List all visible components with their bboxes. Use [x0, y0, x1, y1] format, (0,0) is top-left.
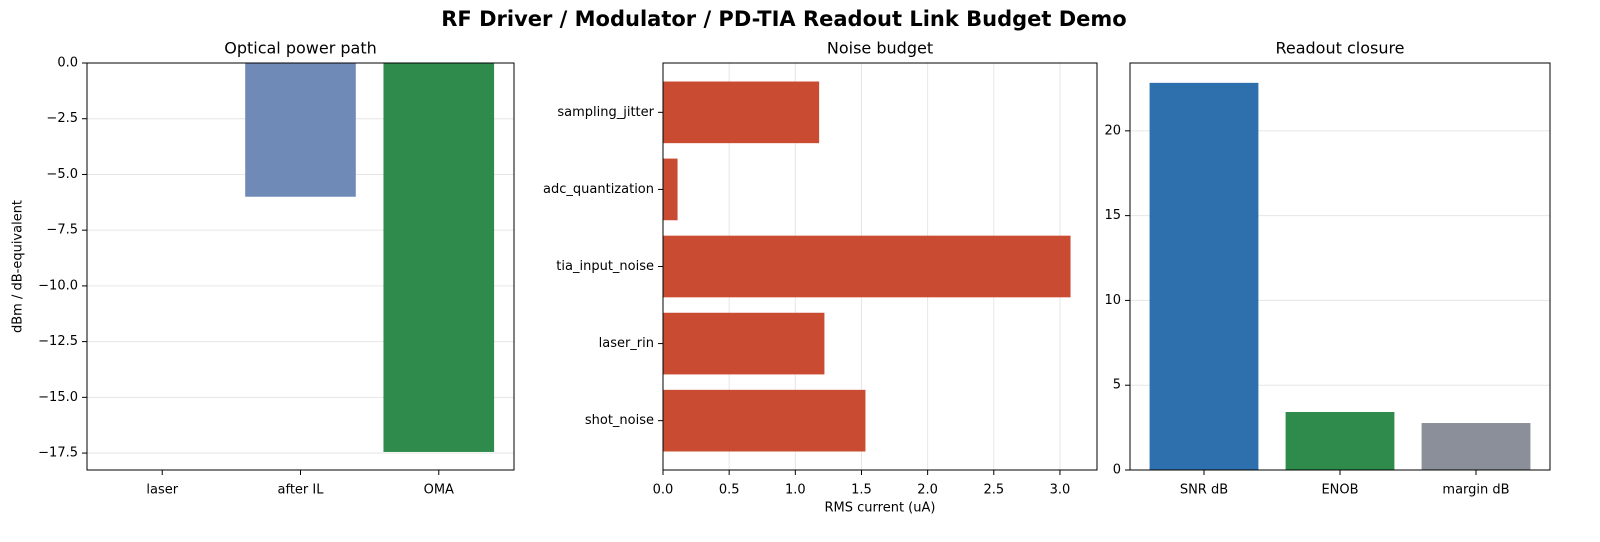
bar [663, 235, 1071, 298]
bar [663, 389, 866, 452]
y-tick-label: 0 [1113, 463, 1121, 478]
bar [1149, 82, 1259, 470]
x-tick-label: 1.5 [851, 483, 872, 498]
x-tick-label: ENOB [1321, 483, 1358, 498]
axes-title: Optical power path [224, 39, 377, 58]
y-tick-label: −12.5 [38, 334, 78, 349]
x-tick-label: 3.0 [1050, 483, 1071, 498]
axes-title: Noise budget [827, 39, 933, 58]
axes-frame [86, 62, 515, 471]
y-tick-label: −5.0 [46, 167, 78, 182]
y-tick-label: 5 [1113, 378, 1121, 393]
x-tick-label: margin dB [1442, 483, 1509, 498]
y-tick-label: −15.0 [38, 390, 78, 405]
y-axis-label: dBm / dB-equivalent [11, 200, 26, 333]
y-tick-label: 0.0 [57, 56, 78, 71]
x-tick-label: SNR dB [1180, 483, 1228, 498]
x-tick-label: 2.5 [983, 483, 1004, 498]
y-tick-label: 10 [1104, 293, 1121, 308]
y-tick-label: −10.0 [38, 278, 78, 293]
bar [1421, 423, 1531, 470]
x-tick-label: 0.0 [653, 483, 674, 498]
y-tick-label: tia_input_noise [556, 259, 654, 274]
bar [663, 81, 820, 144]
x-tick-label: 0.5 [719, 483, 740, 498]
y-tick-label: shot_noise [585, 413, 654, 428]
bar [1285, 412, 1395, 470]
x-tick-label: 2.0 [917, 483, 938, 498]
y-tick-label: 15 [1104, 208, 1121, 223]
y-tick-label: sampling_jitter [557, 105, 654, 120]
bar [383, 63, 495, 452]
x-tick-label: OMA [424, 483, 454, 498]
y-tick-label: −2.5 [46, 111, 78, 126]
figure-title: RF Driver / Modulator / PD-TIA Readout L… [441, 7, 1126, 31]
axes-frame [662, 62, 1098, 471]
y-tick-label: laser_rin [599, 336, 654, 351]
y-tick-label: −17.5 [38, 446, 78, 461]
x-tick-label: laser [146, 483, 178, 498]
y-tick-label: adc_quantization [543, 182, 654, 197]
x-tick-label: after IL [278, 483, 325, 498]
x-tick-label: 1.0 [785, 483, 806, 498]
bar [663, 312, 825, 375]
bar [663, 158, 678, 221]
y-tick-label: −7.5 [46, 223, 78, 238]
bar [245, 63, 356, 197]
x-axis-label: RMS current (uA) [825, 501, 936, 516]
axes-title: Readout closure [1275, 39, 1404, 58]
y-tick-label: 20 [1104, 123, 1121, 138]
axes-frame [1129, 62, 1551, 471]
